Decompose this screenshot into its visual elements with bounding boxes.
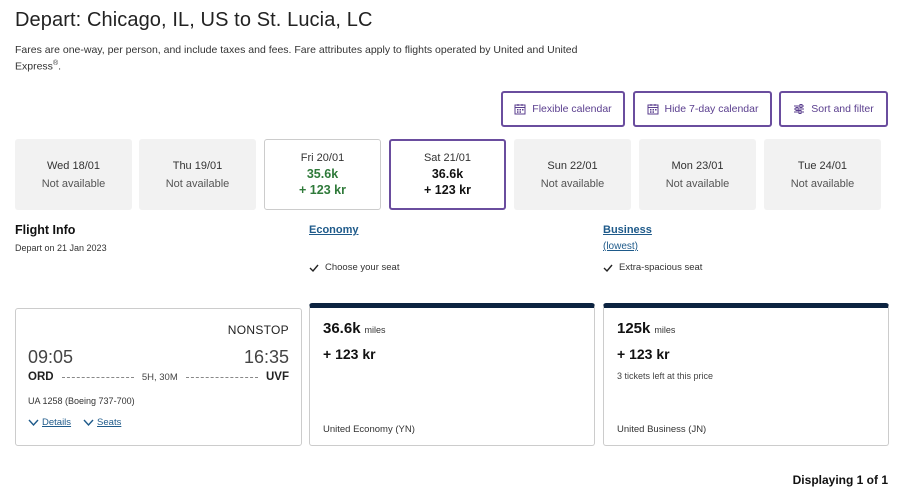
route-dash-left — [61, 376, 134, 378]
sort-filter-label: Sort and filter — [811, 103, 874, 115]
destination-airport: UVF — [266, 371, 289, 383]
business-heading-link[interactable]: Business — [603, 224, 652, 236]
details-link[interactable]: Details — [28, 417, 71, 428]
business-fare-card[interactable]: 125k miles + 123 kr 3 tickets left at th… — [603, 303, 889, 446]
sort-and-filter-button[interactable]: Sort and filter — [779, 91, 888, 127]
economy-heading-link[interactable]: Economy — [309, 224, 359, 236]
route-line: ORD 5H, 30M UVF — [28, 371, 289, 383]
economy-miles-unit: miles — [364, 325, 386, 335]
calendar-icon — [514, 104, 526, 115]
flight-number: UA 1258 (Boeing 737-700) — [28, 396, 135, 406]
route-dash-right — [185, 376, 258, 378]
chevron-down-icon — [28, 419, 39, 426]
flight-links: Details Seats — [28, 417, 121, 428]
economy-miles: 36.6k miles — [323, 320, 386, 337]
day-date: Sat 21/01 — [423, 151, 472, 164]
economy-feature: Choose your seat — [309, 262, 399, 273]
day-price: + 123 kr — [299, 182, 346, 197]
tickets-left: 3 tickets left at this price — [617, 371, 714, 381]
economy-cabin-code: United Economy (YN) — [323, 424, 415, 435]
calendar-day-wed-18: Wed 18/01 Not available — [15, 139, 132, 210]
business-miles-value: 125k — [617, 320, 651, 337]
day-miles: 35.6k — [306, 166, 339, 181]
business-price: + 123 kr — [617, 346, 670, 362]
day-date: Sun 22/01 — [547, 159, 598, 172]
checkmark-icon — [309, 264, 319, 272]
flexible-calendar-label: Flexible calendar — [532, 103, 612, 115]
day-date: Fri 20/01 — [300, 151, 345, 164]
hide-7-day-calendar-button[interactable]: Hide 7-day calendar — [633, 91, 772, 127]
economy-miles-value: 36.6k — [323, 320, 361, 337]
depart-date: Depart on 21 Jan 2023 — [15, 243, 107, 253]
business-miles: 125k miles — [617, 320, 675, 337]
business-lowest-link[interactable]: (lowest) — [603, 241, 639, 252]
calendar-day-thu-19: Thu 19/01 Not available — [139, 139, 256, 210]
chevron-down-icon — [83, 419, 94, 426]
calendar-day-sat-21-selected[interactable]: Sat 21/01 36.6k + 123 kr — [389, 139, 506, 210]
checkmark-icon — [603, 264, 613, 272]
day-status: Not available — [41, 177, 106, 190]
day-date: Tue 24/01 — [797, 159, 848, 172]
sliders-icon — [794, 104, 805, 114]
seats-link[interactable]: Seats — [83, 417, 121, 428]
details-label: Details — [42, 417, 72, 428]
business-miles-unit: miles — [654, 325, 676, 335]
day-date: Mon 23/01 — [671, 159, 724, 172]
flight-duration: 5H, 30M — [141, 371, 178, 383]
depart-time: 09:05 — [28, 347, 74, 367]
hide-calendar-label: Hide 7-day calendar — [664, 103, 759, 115]
business-feature-label: Extra-spacious seat — [619, 262, 703, 273]
calendar-day-mon-23: Mon 23/01 Not available — [639, 139, 756, 210]
day-status: Not available — [665, 177, 730, 190]
calendar-day-tue-24: Tue 24/01 Not available — [764, 139, 881, 210]
business-cabin-code: United Business (JN) — [617, 424, 707, 435]
calendar-day-fri-20[interactable]: Fri 20/01 35.6k + 123 kr — [264, 139, 381, 210]
day-price: + 123 kr — [424, 182, 471, 197]
day-date: Wed 18/01 — [46, 159, 100, 172]
business-feature: Extra-spacious seat — [603, 262, 702, 273]
day-date: Thu 19/01 — [172, 159, 223, 172]
calendar-day-sun-22: Sun 22/01 Not available — [514, 139, 631, 210]
day-status: Not available — [540, 177, 605, 190]
results-count: Displaying 1 of 1 — [792, 473, 888, 487]
flight-card: NONSTOP 09:05 16:35 ORD 5H, 30M UVF UA 1… — [15, 308, 302, 446]
origin-airport: ORD — [28, 371, 54, 383]
day-status: Not available — [790, 177, 855, 190]
day-status: Not available — [165, 177, 230, 190]
calendar-icon — [647, 104, 658, 115]
fare-note-text: Fares are one-way, per person, and inclu… — [15, 44, 578, 73]
fare-note-end: . — [58, 60, 62, 73]
day-miles: 36.6k — [431, 166, 464, 181]
fare-note: Fares are one-way, per person, and inclu… — [15, 43, 595, 74]
page-title: Depart: Chicago, IL, US to St. Lucia, LC — [15, 9, 373, 31]
registered-mark: ® — [52, 60, 59, 67]
flight-info-heading: Flight Info — [15, 223, 76, 237]
stops-label: NONSTOP — [227, 323, 289, 337]
economy-feature-label: Choose your seat — [325, 262, 400, 273]
economy-fare-card[interactable]: 36.6k miles + 123 kr United Economy (YN) — [309, 303, 595, 446]
flexible-calendar-button[interactable]: Flexible calendar — [501, 91, 625, 127]
seats-label: Seats — [97, 417, 122, 428]
arrive-time: 16:35 — [243, 347, 289, 367]
economy-price: + 123 kr — [323, 346, 376, 362]
